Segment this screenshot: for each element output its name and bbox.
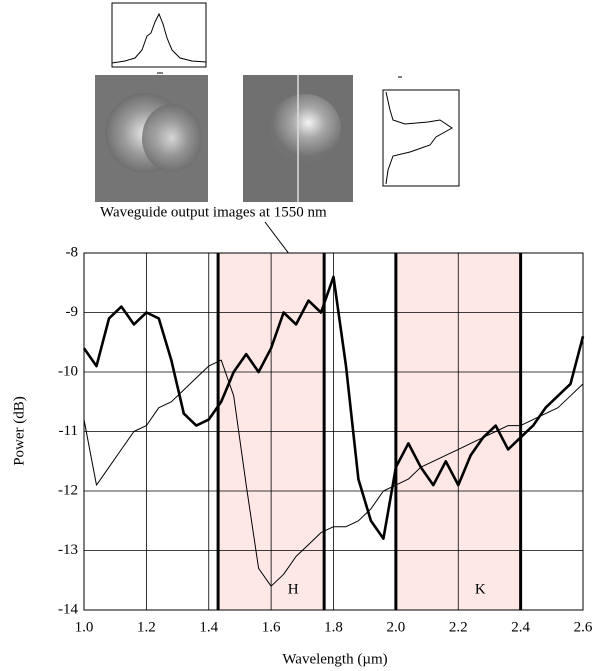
series-line xyxy=(82,275,585,540)
x-tick-label: 2.4 xyxy=(511,619,530,635)
mode-spot xyxy=(142,104,202,172)
x-axis-title: Wavelength (µm) xyxy=(282,651,387,667)
plot-frame xyxy=(83,252,584,611)
y-axis-title: Power (dB) xyxy=(11,396,27,466)
x-tick-label: 1.6 xyxy=(262,619,281,635)
band-label: H xyxy=(288,581,299,597)
y-tick-label: -8 xyxy=(66,244,79,260)
profile xyxy=(385,91,453,185)
x-tick-label: 1.8 xyxy=(324,619,343,635)
y-tick-label: -11 xyxy=(59,423,78,439)
y-tick-label: -13 xyxy=(58,542,78,558)
insets xyxy=(95,2,460,202)
y-tick-label: -14 xyxy=(58,601,78,617)
profile-box xyxy=(382,89,460,187)
y-tick-label: -10 xyxy=(58,363,78,379)
y-tick-label: -9 xyxy=(66,304,79,320)
band-label: K xyxy=(475,581,486,597)
profile xyxy=(111,12,207,64)
x-tick-label: 2.6 xyxy=(574,619,593,635)
annotation: Waveguide output images at 1550 nm xyxy=(100,204,327,220)
series-line xyxy=(83,359,584,587)
x-tick-label: 2.0 xyxy=(387,619,406,635)
profile-box xyxy=(111,2,207,68)
x-tick-label: 1.2 xyxy=(137,619,156,635)
x-tick-label: 2.2 xyxy=(449,619,468,635)
y-tick-label: -12 xyxy=(58,482,78,498)
x-tick-label: 1.4 xyxy=(199,619,218,635)
x-tick-label: 1.0 xyxy=(75,619,94,635)
mode-spot xyxy=(269,94,341,162)
